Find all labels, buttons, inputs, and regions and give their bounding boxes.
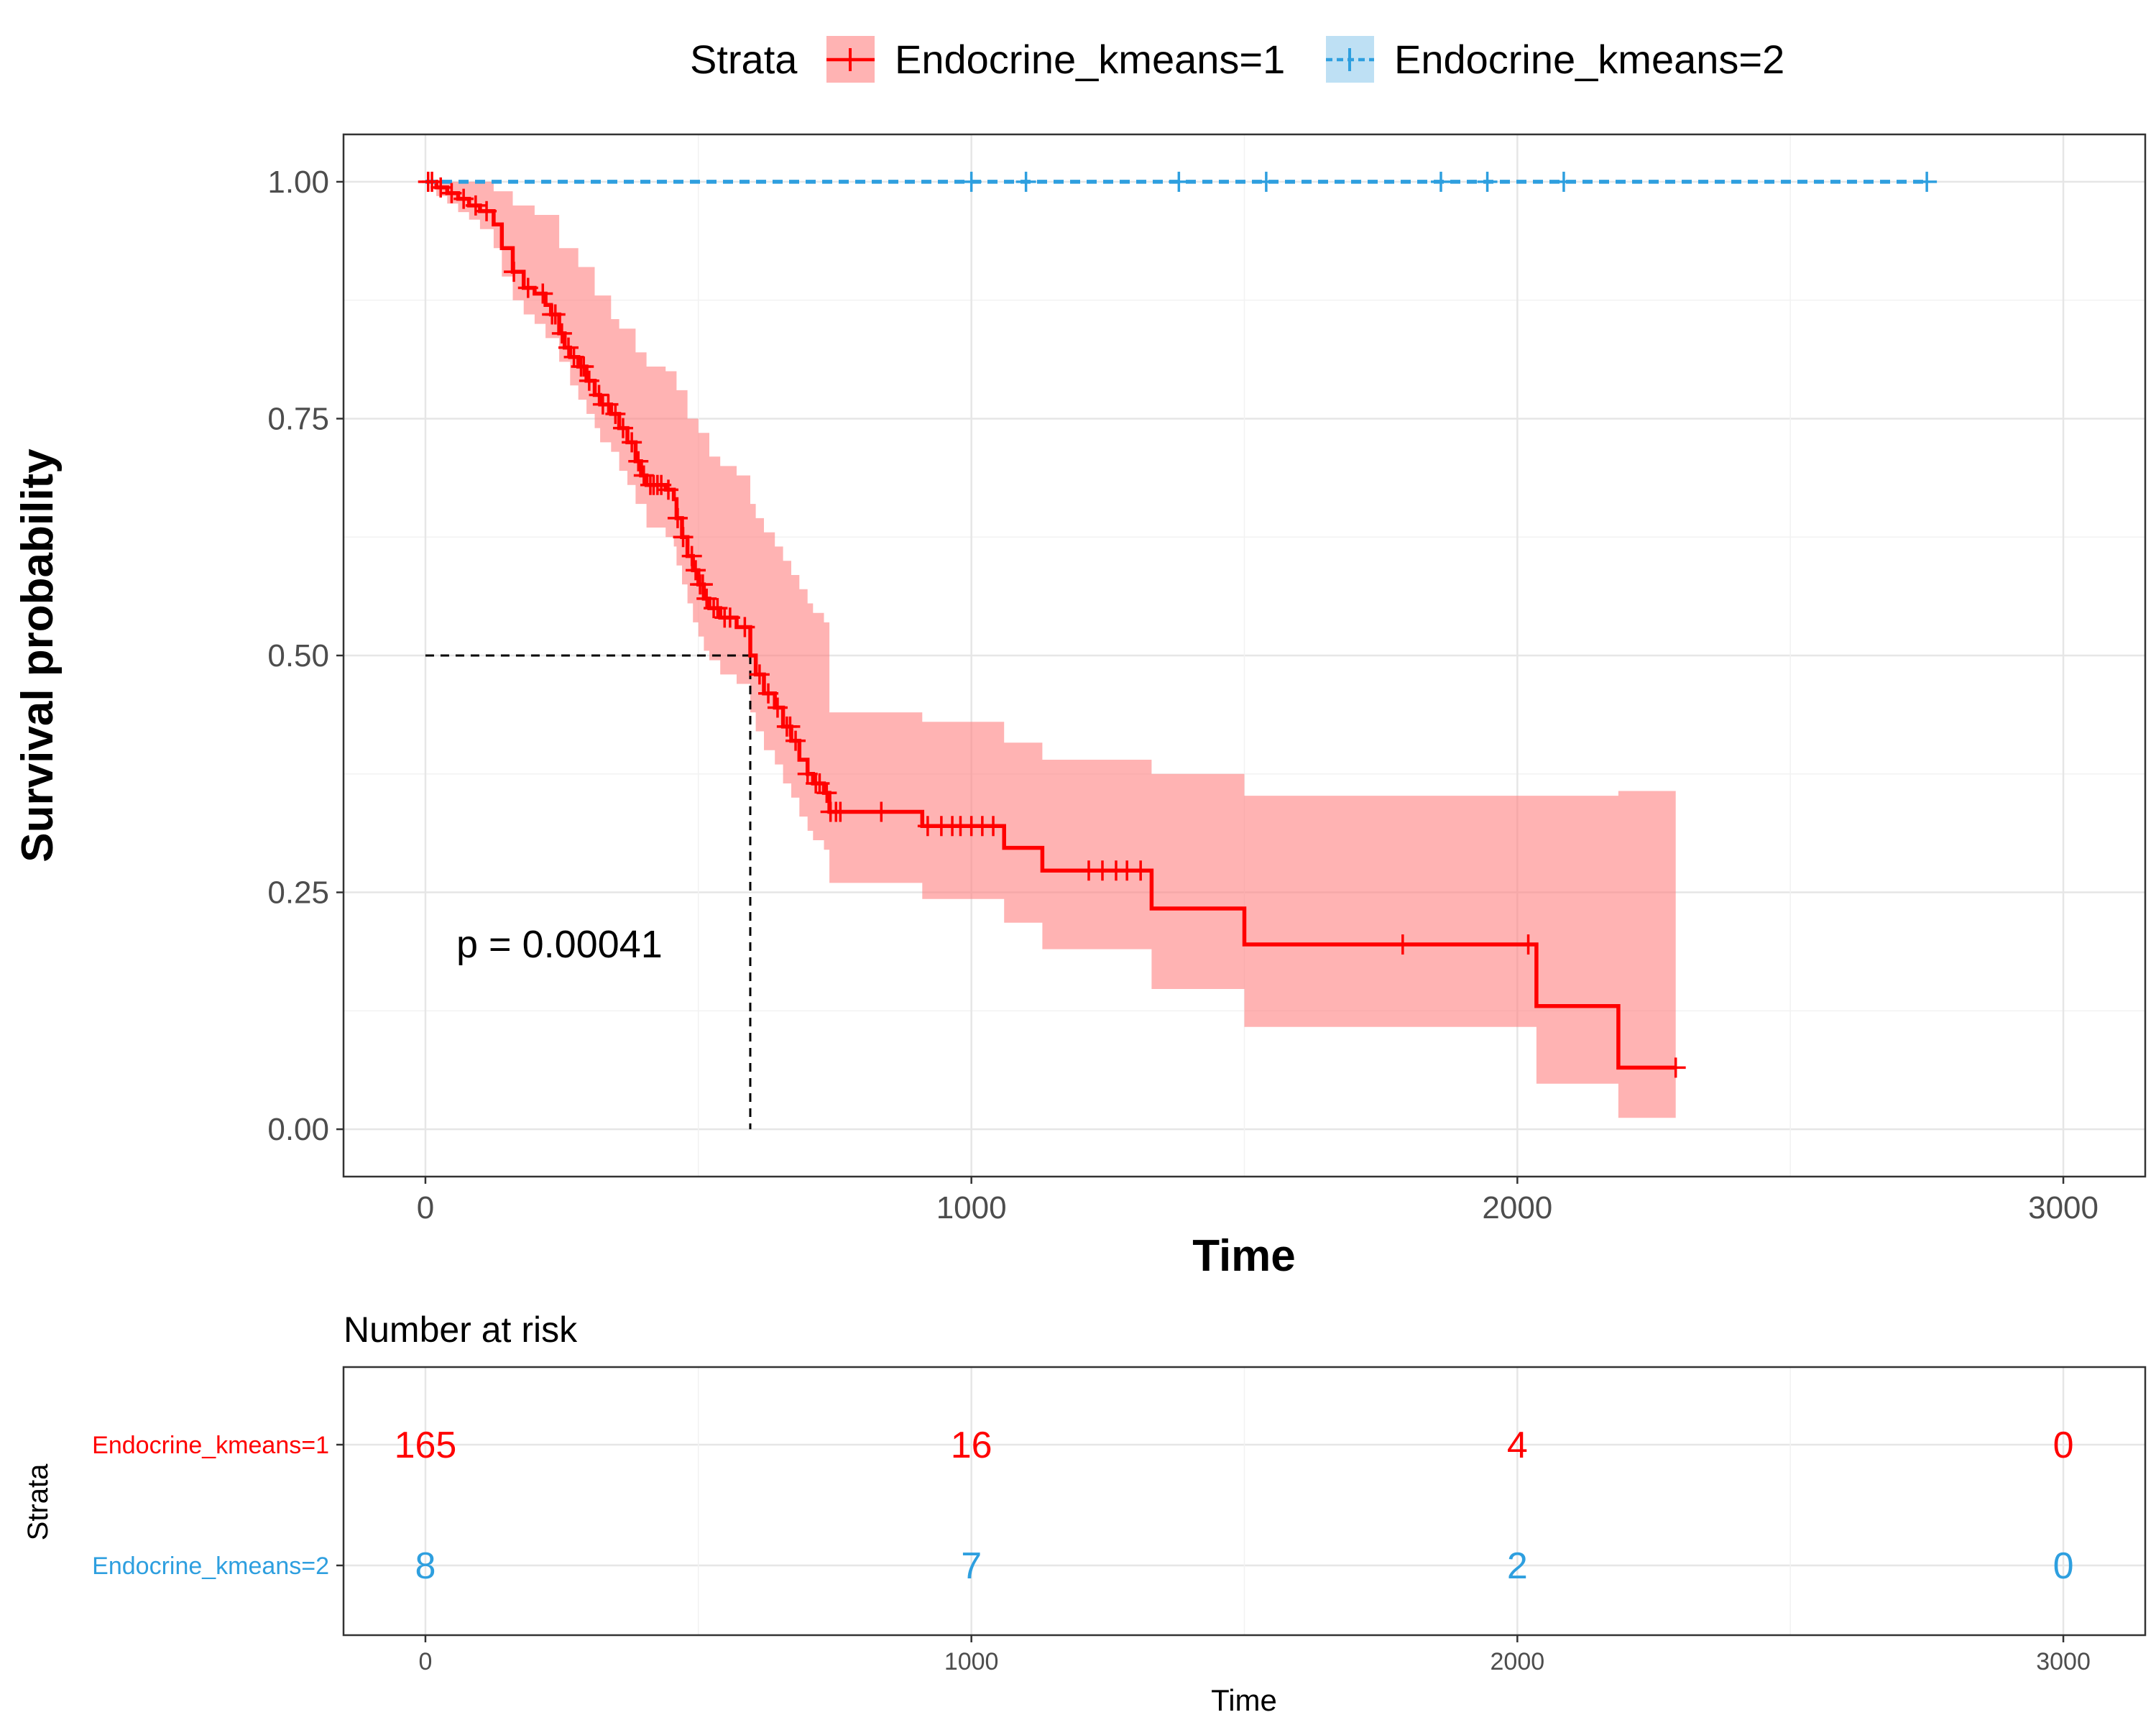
x-axis-title: Time [1192,1231,1296,1281]
x-tick-label: 0 [417,1190,434,1225]
censor-mark-strata-2 [1917,171,1938,192]
risk-table-y-title: Strata [22,1463,54,1540]
legend-title: Strata [690,37,798,82]
risk-table-gridlines [344,1367,2145,1635]
censor-mark-strata-1 [453,188,474,209]
censor-mark-strata-1 [589,385,609,405]
y-tick-label: 1.00 [267,165,329,200]
censor-mark-strata-1 [622,432,642,453]
censor-mark-strata-1 [517,277,538,298]
risk-count: 16 [951,1425,992,1466]
censor-mark-strata-1 [504,262,525,282]
y-axis-title: Survival probability [13,448,63,862]
censor-mark-strata-1 [681,546,702,566]
censor-mark-strata-1 [871,801,892,822]
censor-mark-strata-1 [476,201,497,221]
x-tick-label: 2000 [1482,1190,1552,1225]
censor-mark-strata-1 [667,507,688,528]
risk-row-label-strata-2: Endocrine_kmeans=2 [92,1552,329,1580]
censor-mark-strata-1 [1392,934,1413,955]
risk-row-label-strata-1: Endocrine_kmeans=1 [92,1432,329,1459]
censor-mark-strata-1 [628,451,649,472]
censor-mark-strata-1 [612,418,633,438]
p-value-annotation: p = 0.00041 [456,923,663,966]
risk-x-tick-label: 3000 [2036,1648,2091,1675]
censor-mark-strata-2 [1015,171,1036,192]
risk-table-panel: Endocrine_kmeans=1 165 16 4 0 Endocrine_kmean… [92,1366,2147,1675]
censor-marks [418,171,1938,1078]
x-tick-label: 3000 [2028,1190,2099,1225]
risk-count: 2 [1507,1545,1528,1587]
censor-mark-strata-2 [1169,171,1189,192]
censor-mark-strata-2 [1477,171,1498,192]
censor-mark-strata-1 [441,183,462,203]
median-survival-lines [425,654,752,1130]
censor-mark-strata-1 [673,527,694,548]
risk-count: 4 [1507,1425,1528,1466]
censor-mark-strata-2 [1430,171,1451,192]
y-tick-label: 0.00 [267,1112,329,1147]
censor-mark-strata-1 [1518,934,1539,955]
censor-mark-strata-1 [749,664,770,685]
risk-x-tick-label: 2000 [1491,1648,1545,1675]
censor-mark-strata-1 [533,283,553,304]
risk-count: 0 [2053,1545,2074,1587]
censor-mark-strata-1 [579,370,599,391]
risk-count: 0 [2053,1425,2074,1466]
censor-mark-strata-1 [983,816,1004,837]
censor-mark-strata-1 [573,356,594,377]
censor-mark-strata-1 [734,617,755,638]
censor-mark-strata-2 [961,171,982,192]
risk-x-tick-label: 0 [418,1648,432,1675]
censor-mark-strata-1 [465,195,486,216]
censor-mark-strata-1 [786,730,806,751]
risk-table-x-title: Time [1211,1683,1277,1717]
censor-mark-strata-1 [816,783,837,804]
risk-count: 165 [395,1425,457,1466]
censor-mark-strata-2 [1256,171,1276,192]
censor-mark-strata-1 [692,574,713,595]
legend-label-strata-1: Endocrine_kmeans=1 [895,37,1285,82]
risk-table-ticks: 0 1000 2000 3000 [418,1635,2091,1675]
censor-mark-strata-1 [797,763,818,784]
risk-table-cells: Endocrine_kmeans=1 165 16 4 0 Endocrine_kmean… [92,1425,2073,1587]
censor-mark-strata-1 [767,697,788,718]
censor-mark-strata-1 [545,304,566,325]
risk-table-border [342,1366,2147,1637]
censor-mark-strata-1 [830,801,851,822]
confidence-band-strata-1 [425,181,1676,1118]
x-tick-label: 1000 [936,1190,1007,1225]
censor-mark-strata-1 [719,607,740,628]
censor-mark-strata-1 [780,716,801,737]
censor-mark-strata-1 [758,683,779,704]
risk-table-title: Number at risk [344,1310,578,1350]
y-tick-label: 0.25 [267,875,329,911]
confidence-bands [425,181,1676,1118]
axis-ticks: 0.00 0.25 0.50 0.75 1.00 0 1000 2000 3000 [267,165,2099,1225]
censor-mark-strata-1 [551,323,572,344]
censor-mark-strata-1 [605,403,626,424]
y-tick-label: 0.75 [267,401,329,436]
censor-mark-strata-1 [1665,1057,1686,1078]
risk-x-tick-label: 1000 [944,1648,999,1675]
censor-mark-strata-1 [686,560,706,581]
censor-mark-strata-2 [1553,171,1574,192]
y-tick-label: 0.50 [267,638,329,673]
legend-label-strata-2: Endocrine_kmeans=2 [1394,37,1784,82]
legend: Strata Endocrine_kmeans=1 Endocrine_kmea… [690,36,1784,83]
risk-count: 7 [961,1545,982,1587]
censor-mark-strata-1 [658,479,679,500]
survival-plot-panel: p = 0.00041 0.00 0.25 0.50 0.75 1.00 0 1000 200… [267,133,2147,1225]
censor-mark-strata-1 [1130,860,1151,881]
censor-mark-strata-1 [430,177,451,198]
risk-count: 8 [415,1545,436,1587]
